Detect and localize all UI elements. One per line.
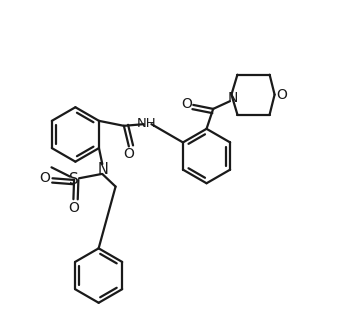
Text: N: N — [97, 162, 108, 178]
Text: O: O — [276, 88, 287, 102]
Text: NH: NH — [136, 117, 156, 130]
Text: N: N — [227, 91, 238, 105]
Text: O: O — [181, 97, 192, 111]
Text: O: O — [39, 171, 50, 185]
Text: S: S — [69, 172, 79, 188]
Text: O: O — [124, 147, 134, 161]
Text: O: O — [68, 201, 79, 215]
